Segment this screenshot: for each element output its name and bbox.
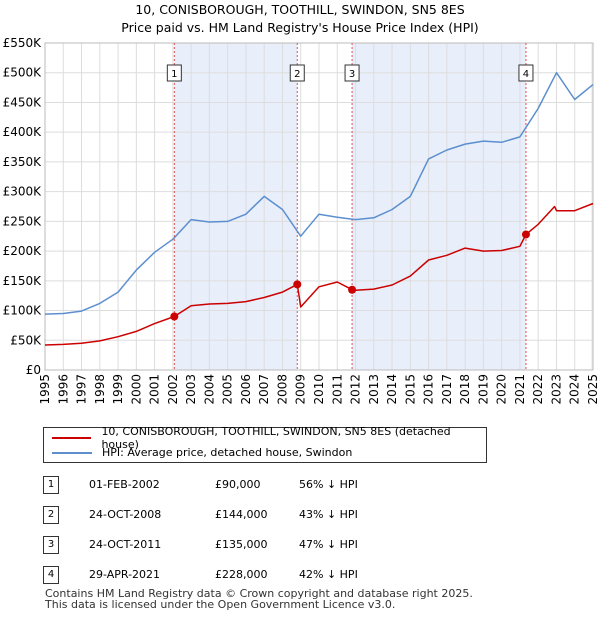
sale-price: £144,000 — [215, 508, 268, 521]
x-tick-label: 2009 — [294, 374, 308, 405]
x-tick-label: 2020 — [495, 374, 509, 405]
sale-row: 1 01-FEB-2002 £90,000 56% ↓ HPI — [43, 476, 463, 494]
sale-price: £228,000 — [215, 568, 268, 581]
sale-hpi-diff: 56% ↓ HPI — [299, 478, 358, 491]
x-tick-label: 2002 — [166, 374, 180, 405]
x-tick-label: 2012 — [349, 374, 363, 405]
sale-date: 24-OCT-2008 — [89, 508, 162, 521]
x-tick-label: 1999 — [111, 374, 125, 405]
sale-row: 3 24-OCT-2011 £135,000 47% ↓ HPI — [43, 536, 463, 554]
chart-subtitle: Price paid vs. HM Land Registry's House … — [121, 20, 479, 35]
x-tick-label: 2023 — [549, 374, 563, 405]
legend-swatch-property — [52, 436, 92, 439]
y-tick-label: £100K — [3, 304, 43, 318]
footer-line-1: Contains HM Land Registry data © Crown c… — [45, 587, 473, 600]
y-tick-label: £550K — [3, 36, 43, 50]
x-tick-label: 2006 — [239, 374, 253, 405]
property-price-line — [44, 202, 594, 346]
hpi-line — [44, 71, 594, 315]
y-tick-label: £250K — [3, 214, 43, 228]
sale-number-badge: 3 — [43, 536, 59, 554]
y-tick-label: £300K — [3, 185, 43, 199]
x-tick-label: 2004 — [202, 374, 216, 405]
sale-label-box — [289, 64, 305, 82]
legend: 10, CONISBOROUGH, TOOTHILL, SWINDON, SN5… — [43, 425, 487, 463]
y-tick-label: £450K — [3, 95, 43, 109]
x-tick-label: 2022 — [531, 374, 545, 405]
x-tick-label: 2014 — [385, 374, 399, 405]
legend-swatch-hpi — [52, 451, 92, 454]
y-tick-label: £400K — [3, 125, 43, 139]
sale-hpi-diff: 47% ↓ HPI — [299, 538, 358, 551]
sale-number-badge: 1 — [43, 476, 59, 494]
x-tick-label: 2021 — [513, 374, 527, 405]
x-tick-label: 2001 — [148, 374, 162, 405]
sale-label-number: 3 — [349, 69, 355, 80]
x-tick-label: 2011 — [330, 374, 344, 405]
sale-date: 29-APR-2021 — [89, 568, 161, 581]
y-tick-label: £200K — [3, 244, 43, 258]
sale-price: £135,000 — [215, 538, 268, 551]
legend-item-property: 10, CONISBOROUGH, TOOTHILL, SWINDON, SN5… — [52, 425, 486, 451]
sale-point — [521, 230, 530, 239]
sale-point — [348, 285, 357, 294]
footer-line-2: This data is licensed under the Open Gov… — [45, 598, 396, 611]
sale-date: 24-OCT-2011 — [89, 538, 162, 551]
x-tick-label: 1997 — [75, 374, 89, 405]
x-tick-label: 1998 — [93, 374, 107, 405]
sale-label-number: 4 — [523, 69, 529, 80]
sale-label-number: 1 — [171, 69, 177, 80]
sale-hpi-diff: 43% ↓ HPI — [299, 508, 358, 521]
sale-row: 4 29-APR-2021 £228,000 42% ↓ HPI — [43, 566, 463, 584]
x-tick-label: 2025 — [586, 374, 600, 405]
x-tick-label: 2019 — [476, 374, 490, 405]
legend-label-property: 10, CONISBOROUGH, TOOTHILL, SWINDON, SN5… — [101, 424, 451, 451]
x-tick-label: 2008 — [275, 374, 289, 405]
legend-label-hpi: HPI: Average price, detached house, Swin… — [102, 446, 353, 459]
x-tick-label: 2024 — [568, 374, 582, 405]
sale-hpi-diff: 42% ↓ HPI — [299, 568, 358, 581]
sale-label-box — [518, 64, 534, 82]
footer-attribution: Contains HM Land Registry data © Crown c… — [45, 588, 473, 610]
sale-price: £90,000 — [215, 478, 261, 491]
x-tick-label: 1995 — [38, 374, 52, 405]
x-tick-label: 2000 — [129, 374, 143, 405]
y-tick-label: £0 — [26, 363, 41, 377]
chart-title: 10, CONISBOROUGH, TOOTHILL, SWINDON, SN5… — [135, 2, 465, 17]
x-tick-label: 2017 — [440, 374, 454, 405]
x-tick-label: 1996 — [56, 374, 70, 405]
price-chart: £0 £50K £100K £150K £200K £250K £300K £350K £400… — [3, 36, 600, 405]
x-tick-label: 2013 — [367, 374, 381, 405]
y-tick-label: £350K — [3, 155, 43, 169]
sale-point — [293, 280, 302, 289]
x-tick-label: 2016 — [422, 374, 436, 405]
legend-item-hpi: HPI: Average price, detached house, Swin… — [52, 445, 352, 460]
sale-label-box — [344, 64, 360, 82]
ownership-period-band — [352, 43, 526, 370]
y-tick-label: £150K — [3, 274, 43, 288]
x-tick-label: 2005 — [221, 374, 235, 405]
plot-frame — [44, 42, 594, 371]
x-tick-label: 2010 — [312, 374, 326, 405]
x-tick-label: 2003 — [184, 374, 198, 405]
y-tick-label: £500K — [3, 66, 43, 80]
sale-number-badge: 2 — [43, 506, 59, 524]
sale-point — [170, 312, 179, 321]
future-hatch-area — [591, 43, 593, 370]
x-tick-label: 2015 — [403, 374, 417, 405]
sale-label-number: 2 — [294, 69, 300, 80]
y-tick-label: £50K — [10, 333, 42, 347]
sale-date: 01-FEB-2002 — [89, 478, 160, 491]
sale-number-badge: 4 — [43, 566, 59, 584]
x-tick-label: 2018 — [458, 374, 472, 405]
sale-row: 2 24-OCT-2008 £144,000 43% ↓ HPI — [43, 506, 463, 524]
x-tick-label: 2007 — [257, 374, 271, 405]
sale-label-box — [166, 64, 182, 82]
ownership-period-band — [174, 43, 298, 370]
